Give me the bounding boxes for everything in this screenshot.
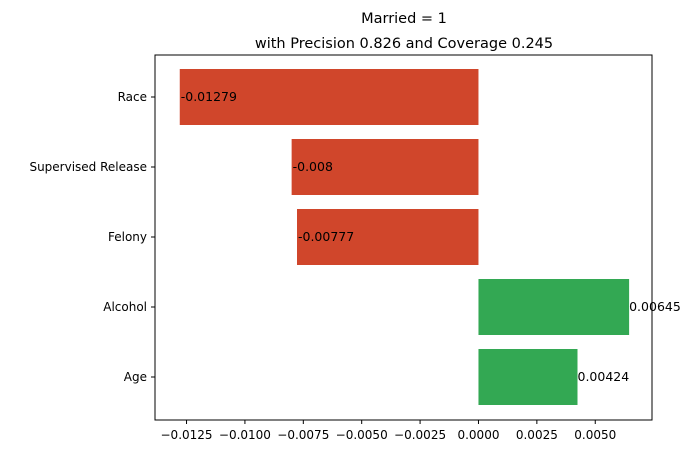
x-axis-ticks: −0.0125 −0.0100 −0.0075 −0.0050 −0.0025 0.000…: [161, 420, 616, 442]
bar-race: [179, 69, 479, 125]
bars-layer: [179, 69, 630, 405]
y-tick-label-supervised-release: Supervised Release: [29, 160, 147, 174]
x-tick-label: 0.0000: [457, 428, 499, 442]
x-tick-label: −0.0050: [336, 428, 388, 442]
x-tick-label: 0.0050: [574, 428, 616, 442]
x-tick-label: −0.0100: [219, 428, 271, 442]
bar-supervised-release: [291, 139, 479, 195]
chart-title: Married = 1: [361, 11, 447, 27]
x-tick-label: −0.0125: [161, 428, 213, 442]
data-label-supervised-release: -0.008: [293, 159, 333, 174]
data-label-felony: -0.00777: [298, 229, 354, 244]
data-label-race: -0.01279: [181, 89, 237, 104]
bar-alcohol: [478, 279, 630, 335]
y-axis-ticks: Race Supervised Release Felony Alcohol Age: [29, 90, 155, 384]
plot-area-frame: [154, 54, 653, 421]
data-label-alcohol: 0.00645: [629, 299, 681, 314]
y-tick-label-age: Age: [124, 370, 147, 384]
bar-age: [478, 349, 578, 405]
bar-felony: [297, 209, 479, 265]
x-tick-label: 0.0025: [516, 428, 558, 442]
x-tick-label: −0.0025: [394, 428, 446, 442]
y-tick-label-race: Race: [118, 90, 147, 104]
y-tick-label-felony: Felony: [108, 230, 147, 244]
data-label-age: 0.00424: [578, 369, 630, 384]
y-tick-label-alcohol: Alcohol: [103, 300, 147, 314]
data-labels-layer: -0.01279 -0.008 -0.00777 0.00645 0.00424: [181, 89, 681, 384]
chart-subtitle: with Precision 0.826 and Coverage 0.245: [255, 36, 553, 52]
x-tick-label: −0.0075: [277, 428, 329, 442]
